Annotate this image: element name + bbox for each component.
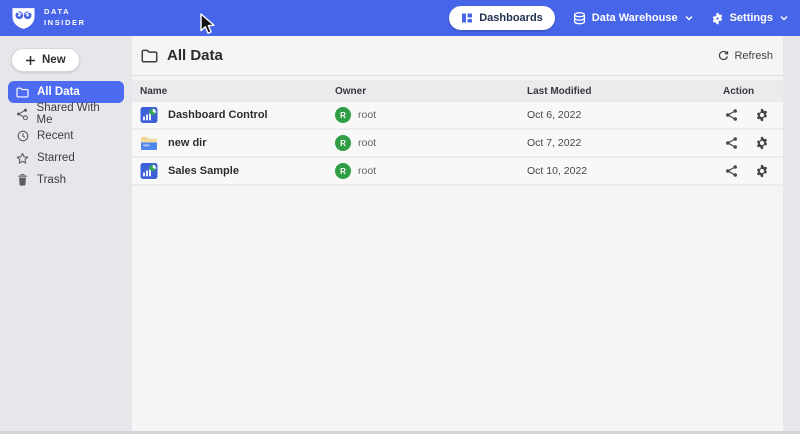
main-content: All Data Refresh Name Owner Last Modifie… xyxy=(132,36,783,431)
owner-name: root xyxy=(358,165,377,177)
gear-icon[interactable] xyxy=(755,164,769,178)
file-name: Sales Sample xyxy=(168,165,239,177)
folder-icon xyxy=(141,49,158,63)
owner-avatar: R xyxy=(335,163,351,179)
sidebar-item-starred[interactable]: Starred xyxy=(8,147,124,169)
table-body: Dashboard Control R root Oct 6, 2022 xyxy=(132,102,783,186)
sidebar-item-trash[interactable]: Trash xyxy=(8,169,124,191)
sidebar-item-label: Recent xyxy=(37,130,74,142)
sidebar-item-all-data[interactable]: All Data xyxy=(8,81,124,103)
content-header: All Data Refresh xyxy=(132,36,783,76)
new-button-label: New xyxy=(42,54,66,66)
gear-icon xyxy=(711,12,724,25)
last-modified-date: Oct 7, 2022 xyxy=(527,137,582,149)
data-table: Name Owner Last Modified Action xyxy=(132,80,783,186)
data-warehouse-menu[interactable]: Data Warehouse xyxy=(573,11,693,25)
chart-file-icon xyxy=(140,106,158,124)
logo-line1: DATA xyxy=(44,7,71,17)
folder-file-icon xyxy=(140,135,158,152)
logo-line2: INSIDER xyxy=(44,18,86,27)
table-header: Name Owner Last Modified Action xyxy=(132,80,783,102)
column-header-owner: Owner xyxy=(335,85,367,97)
settings-menu[interactable]: Settings xyxy=(711,12,788,25)
sidebar-item-label: Shared With Me xyxy=(36,102,100,126)
refresh-icon xyxy=(718,50,729,61)
table-row[interactable]: Sales Sample R root Oct 10, 2022 xyxy=(132,158,783,186)
dashboards-label: Dashboards xyxy=(479,12,543,24)
sidebar-item-shared-with-me[interactable]: Shared With Me xyxy=(8,102,124,126)
chevron-down-icon xyxy=(685,15,693,21)
owner-avatar: R xyxy=(335,135,351,151)
gear-icon[interactable] xyxy=(755,136,769,150)
file-name: new dir xyxy=(168,137,207,149)
dashboard-grid-icon xyxy=(461,12,473,24)
share-icon[interactable] xyxy=(725,136,738,150)
page-title: All Data xyxy=(167,47,223,64)
top-navbar: DATA INSIDER Dashboards Da xyxy=(0,0,800,36)
owner-name: root xyxy=(358,109,377,121)
owl-logo-icon xyxy=(10,7,37,30)
sidebar: New All Data xyxy=(0,36,132,431)
gear-icon[interactable] xyxy=(755,108,769,122)
window-bottom-edge xyxy=(0,431,800,434)
column-header-action: Action xyxy=(723,85,755,97)
table-row[interactable]: Dashboard Control R root Oct 6, 2022 xyxy=(132,102,783,130)
sidebar-item-label: All Data xyxy=(37,86,80,98)
settings-label: Settings xyxy=(729,12,773,24)
chart-file-icon xyxy=(140,162,158,180)
last-modified-date: Oct 10, 2022 xyxy=(527,165,588,177)
refresh-button[interactable]: Refresh xyxy=(718,50,773,62)
folder-icon xyxy=(16,87,29,98)
share-icon[interactable] xyxy=(725,108,738,122)
shared-icon xyxy=(16,108,29,120)
column-header-name: Name xyxy=(140,85,168,97)
file-name: Dashboard Control xyxy=(168,109,268,121)
chevron-down-icon xyxy=(780,15,788,21)
last-modified-date: Oct 6, 2022 xyxy=(527,109,582,121)
right-gutter xyxy=(783,36,800,431)
star-icon xyxy=(16,152,29,165)
table-row[interactable]: new dir R root Oct 7, 2022 xyxy=(132,130,783,158)
column-header-last-modified: Last Modified xyxy=(527,85,592,97)
trash-icon xyxy=(16,174,29,186)
share-icon[interactable] xyxy=(725,164,738,178)
clock-icon xyxy=(16,130,29,142)
owner-name: root xyxy=(358,137,377,149)
owner-avatar: R xyxy=(335,107,351,123)
sidebar-item-label: Trash xyxy=(37,174,66,186)
dashboards-button[interactable]: Dashboards xyxy=(449,6,555,30)
refresh-label: Refresh xyxy=(734,49,773,62)
database-icon xyxy=(573,11,586,25)
plus-icon xyxy=(25,55,36,66)
new-button[interactable]: New xyxy=(11,48,80,72)
app-logo: DATA INSIDER xyxy=(10,7,86,30)
data-warehouse-label: Data Warehouse xyxy=(591,12,678,24)
sidebar-item-label: Starred xyxy=(37,152,75,164)
sidebar-item-recent[interactable]: Recent xyxy=(8,125,124,147)
